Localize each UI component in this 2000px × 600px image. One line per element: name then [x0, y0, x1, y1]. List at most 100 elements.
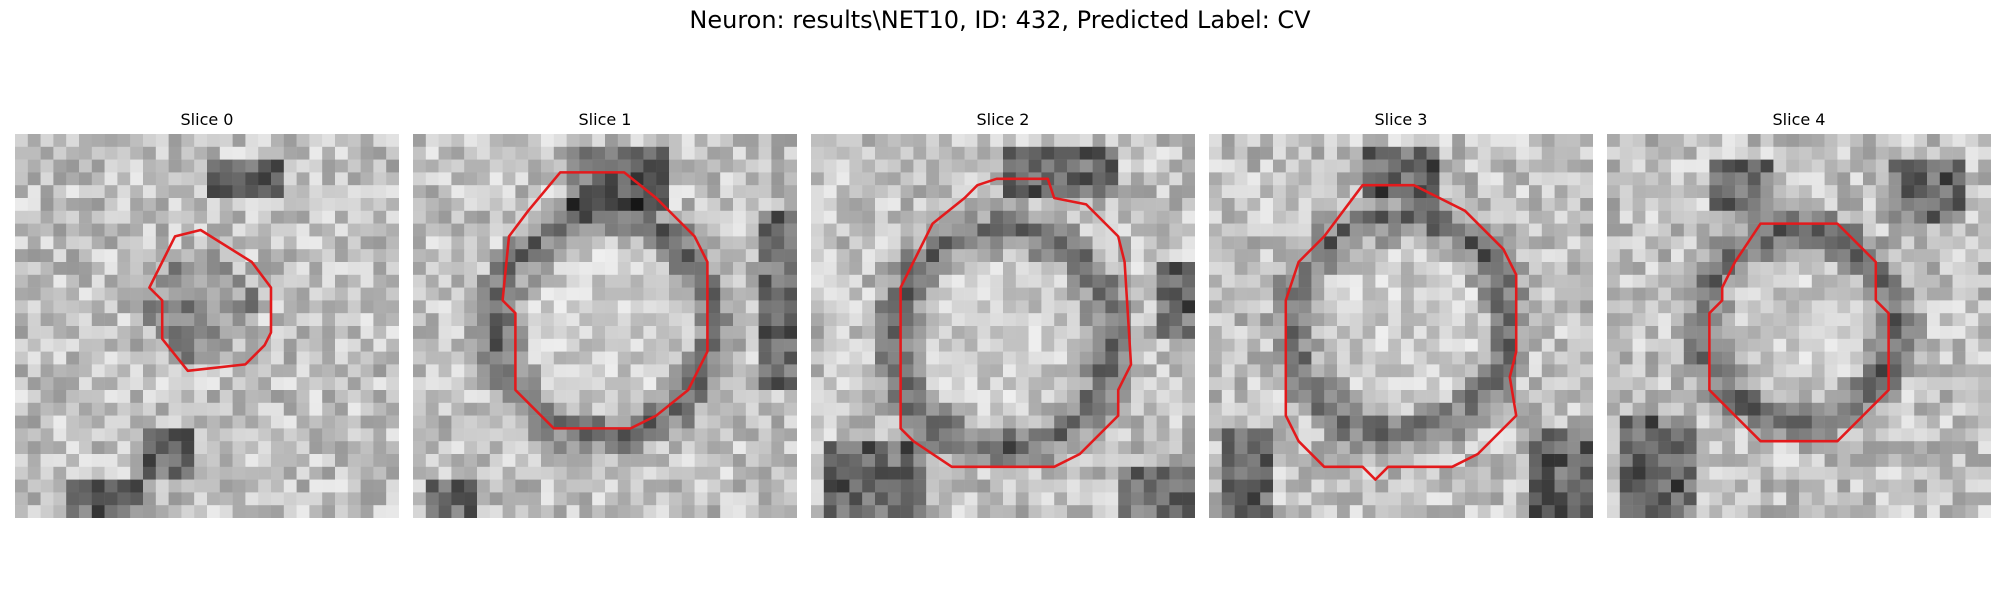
image-pixel	[1850, 390, 1864, 404]
image-pixel	[1169, 479, 1183, 493]
image-pixel	[1901, 236, 1915, 250]
image-pixel	[1324, 236, 1338, 250]
image-pixel	[1696, 287, 1710, 301]
image-pixel	[502, 159, 516, 173]
image-pixel	[1439, 249, 1453, 263]
image-pixel	[1927, 134, 1941, 148]
image-pixel	[373, 249, 387, 263]
image-pixel	[79, 274, 93, 288]
image-pixel	[745, 262, 759, 276]
image-pixel	[1375, 159, 1389, 173]
image-pixel	[1349, 146, 1363, 160]
image-pixel	[1247, 351, 1261, 365]
image-pixel	[515, 492, 529, 506]
image-pixel	[630, 479, 644, 493]
image-pixel	[553, 479, 567, 493]
image-pixel	[1388, 428, 1402, 442]
image-pixel	[1105, 300, 1119, 314]
image-pixel	[1888, 402, 1902, 416]
image-pixel	[451, 505, 465, 518]
image-pixel	[643, 249, 657, 263]
image-pixel	[1169, 223, 1183, 237]
image-pixel	[849, 492, 863, 506]
image-pixel	[477, 146, 491, 160]
image-pixel	[1773, 134, 1787, 148]
image-pixel	[1465, 274, 1479, 288]
image-pixel	[1567, 338, 1581, 352]
image-pixel	[1914, 492, 1928, 506]
image-pixel	[425, 134, 439, 148]
image-pixel	[1452, 159, 1466, 173]
image-pixel	[1003, 146, 1017, 160]
image-pixel	[1619, 236, 1633, 250]
image-pixel	[1939, 185, 1953, 199]
image-pixel	[1952, 262, 1966, 276]
image-pixel	[27, 415, 41, 429]
image-pixel	[1722, 274, 1736, 288]
image-pixel	[1362, 338, 1376, 352]
image-pixel	[669, 377, 683, 391]
image-pixel	[1079, 300, 1093, 314]
image-pixel	[939, 198, 953, 212]
image-pixel	[1735, 492, 1749, 506]
image-pixel	[335, 300, 349, 314]
image-pixel	[1041, 198, 1055, 212]
image-pixel	[939, 274, 953, 288]
image-pixel	[1914, 364, 1928, 378]
image-pixel	[1465, 146, 1479, 160]
image-pixel	[1786, 249, 1800, 263]
image-pixel	[1054, 313, 1068, 327]
image-pixel	[681, 479, 695, 493]
image-pixel	[117, 364, 131, 378]
image-pixel	[373, 223, 387, 237]
image-pixel	[1362, 287, 1376, 301]
image-pixel	[849, 134, 863, 148]
image-pixel	[1503, 134, 1517, 148]
image-pixel	[707, 274, 721, 288]
image-pixel	[1735, 441, 1749, 455]
image-pixel	[541, 274, 555, 288]
image-pixel	[1131, 377, 1145, 391]
image-pixel	[219, 249, 233, 263]
image-pixel	[1234, 134, 1248, 148]
image-pixel	[1209, 351, 1223, 365]
image-pixel	[1567, 454, 1581, 468]
image-pixel	[1375, 402, 1389, 416]
image-pixel	[1337, 441, 1351, 455]
image-pixel	[477, 185, 491, 199]
image-pixel	[926, 402, 940, 416]
image-pixel	[1529, 287, 1543, 301]
image-pixel	[681, 338, 695, 352]
image-pixel	[1760, 159, 1774, 173]
image-pixel	[1349, 338, 1363, 352]
image-pixel	[15, 313, 29, 327]
image-pixel	[1324, 351, 1338, 365]
image-pixel	[296, 146, 310, 160]
image-pixel	[579, 377, 593, 391]
image-pixel	[91, 326, 105, 340]
image-pixel	[1285, 210, 1299, 224]
image-pixel	[1426, 134, 1440, 148]
image-pixel	[1580, 159, 1593, 173]
image-pixel	[1452, 377, 1466, 391]
image-pixel	[347, 441, 361, 455]
image-pixel	[438, 466, 452, 480]
image-pixel	[733, 172, 747, 186]
image-pixel	[977, 223, 991, 237]
image-pixel	[862, 262, 876, 276]
image-pixel	[1465, 454, 1479, 468]
image-pixel	[258, 479, 272, 493]
image-pixel	[1285, 146, 1299, 160]
image-pixel	[758, 492, 772, 506]
image-pixel	[694, 287, 708, 301]
image-pixel	[836, 146, 850, 160]
image-pixel	[1426, 249, 1440, 263]
image-pixel	[1054, 236, 1068, 250]
image-pixel	[219, 326, 233, 340]
image-pixel	[1209, 300, 1223, 314]
image-pixel	[66, 466, 80, 480]
image-pixel	[1028, 338, 1042, 352]
image-pixel	[1273, 134, 1287, 148]
image-pixel	[669, 172, 683, 186]
image-pixel	[489, 415, 503, 429]
